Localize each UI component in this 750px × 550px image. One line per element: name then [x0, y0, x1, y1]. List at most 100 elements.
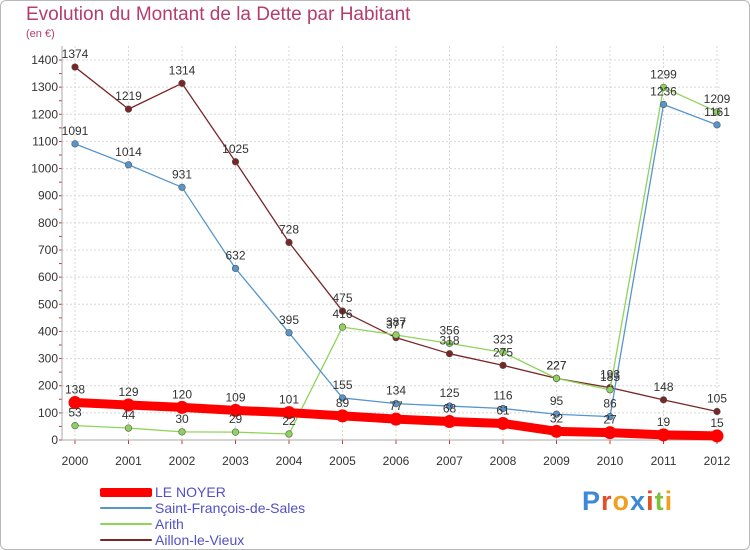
data-point — [285, 329, 293, 337]
proxiti-logo: Proxiti — [582, 486, 673, 517]
x-tick-label: 2009 — [543, 454, 570, 468]
data-point — [499, 404, 507, 413]
y-tick-label: 800 — [38, 216, 58, 230]
y-tick-label: 900 — [38, 189, 58, 203]
x-tick-label: 2010 — [597, 454, 624, 468]
legend-label: Saint-François-de-Sales — [155, 500, 306, 516]
data-point — [124, 105, 133, 113]
y-tick-label: 300 — [38, 352, 58, 366]
data-label: 155 — [332, 378, 352, 392]
data-point — [713, 121, 721, 129]
data-point — [178, 183, 186, 191]
data-point — [659, 100, 668, 109]
chart-subtitle: (en €) — [26, 28, 55, 40]
data-label: 95 — [550, 394, 564, 408]
data-label: 632 — [225, 248, 245, 262]
data-point — [338, 307, 347, 315]
y-tick-label: 0 — [51, 433, 58, 447]
data-label: 356 — [439, 323, 459, 337]
data-label: 318 — [439, 334, 459, 348]
data-label: 323 — [493, 332, 513, 346]
x-tick-label: 2001 — [115, 454, 142, 468]
data-point — [606, 386, 614, 394]
data-label: 1014 — [115, 145, 142, 159]
data-label: 395 — [279, 313, 299, 327]
data-label: 185 — [600, 370, 620, 384]
logo-letter: x — [630, 486, 647, 516]
data-point — [445, 339, 454, 347]
data-point — [231, 158, 240, 166]
data-label: 89 — [336, 396, 350, 410]
data-point — [282, 406, 296, 420]
data-point — [603, 426, 617, 440]
data-point — [124, 424, 133, 432]
data-label: 227 — [546, 358, 566, 372]
data-point — [389, 412, 403, 426]
data-point — [178, 79, 186, 87]
data-point — [552, 410, 561, 418]
data-point — [178, 428, 186, 436]
data-label: 116 — [493, 389, 512, 403]
data-point — [229, 403, 242, 417]
data-point — [499, 348, 507, 356]
x-tick-label: 2002 — [169, 454, 196, 468]
data-label: 129 — [118, 385, 138, 399]
data-label: 15 — [710, 416, 724, 430]
data-point — [392, 400, 400, 408]
x-tick-label: 2008 — [490, 454, 517, 468]
data-point — [552, 374, 561, 382]
data-point — [550, 424, 563, 438]
y-tick-label: 1200 — [31, 107, 58, 121]
data-label: 377 — [386, 318, 406, 332]
y-tick-label: 1100 — [32, 134, 58, 148]
data-label: 1299 — [650, 67, 677, 81]
data-point — [606, 413, 614, 421]
x-tick-label: 2007 — [436, 454, 463, 468]
data-point — [338, 323, 347, 331]
data-label: 416 — [332, 307, 352, 321]
data-point — [68, 396, 82, 410]
logo-letter: t — [654, 486, 665, 516]
data-label: 148 — [653, 380, 673, 394]
data-point — [443, 415, 456, 429]
logo-letter: o — [612, 486, 631, 516]
data-label: 109 — [225, 390, 245, 404]
data-label: 120 — [172, 387, 192, 401]
legend-swatch — [100, 507, 152, 509]
data-label: 53 — [68, 406, 82, 420]
data-label: 1161 — [704, 105, 730, 119]
legend-swatch — [100, 487, 152, 497]
y-tick-label: 1400 — [31, 53, 58, 67]
data-point — [336, 409, 349, 423]
data-label: 387 — [386, 315, 406, 329]
y-tick-label: 400 — [38, 324, 58, 338]
x-tick-label: 2004 — [276, 454, 303, 468]
data-label: 1219 — [115, 89, 142, 103]
data-label: 931 — [172, 167, 192, 181]
data-label: 275 — [493, 345, 513, 359]
data-point — [231, 264, 240, 273]
data-point — [285, 430, 293, 438]
legend-label: Aillon-le-Vieux — [155, 532, 245, 548]
legend-swatch — [100, 523, 152, 525]
logo-letter: i — [664, 486, 674, 516]
y-tick-label: 500 — [38, 297, 58, 311]
data-point — [713, 108, 721, 116]
x-tick-label: 2005 — [329, 454, 356, 468]
data-label: 61 — [496, 403, 510, 417]
data-point — [122, 398, 135, 412]
data-label: 32 — [550, 411, 564, 425]
data-point — [175, 400, 189, 414]
data-label: 138 — [65, 383, 85, 397]
data-label: 227 — [546, 358, 566, 372]
x-tick-label: 2003 — [222, 454, 249, 468]
data-label: 1091 — [62, 124, 89, 138]
data-label: 105 — [707, 392, 727, 406]
data-point — [124, 161, 133, 169]
data-label: 193 — [600, 368, 620, 382]
data-label: 1374 — [62, 47, 89, 61]
y-tick-label: 1000 — [31, 162, 58, 176]
data-point — [710, 429, 724, 443]
data-label: 86 — [603, 397, 617, 411]
